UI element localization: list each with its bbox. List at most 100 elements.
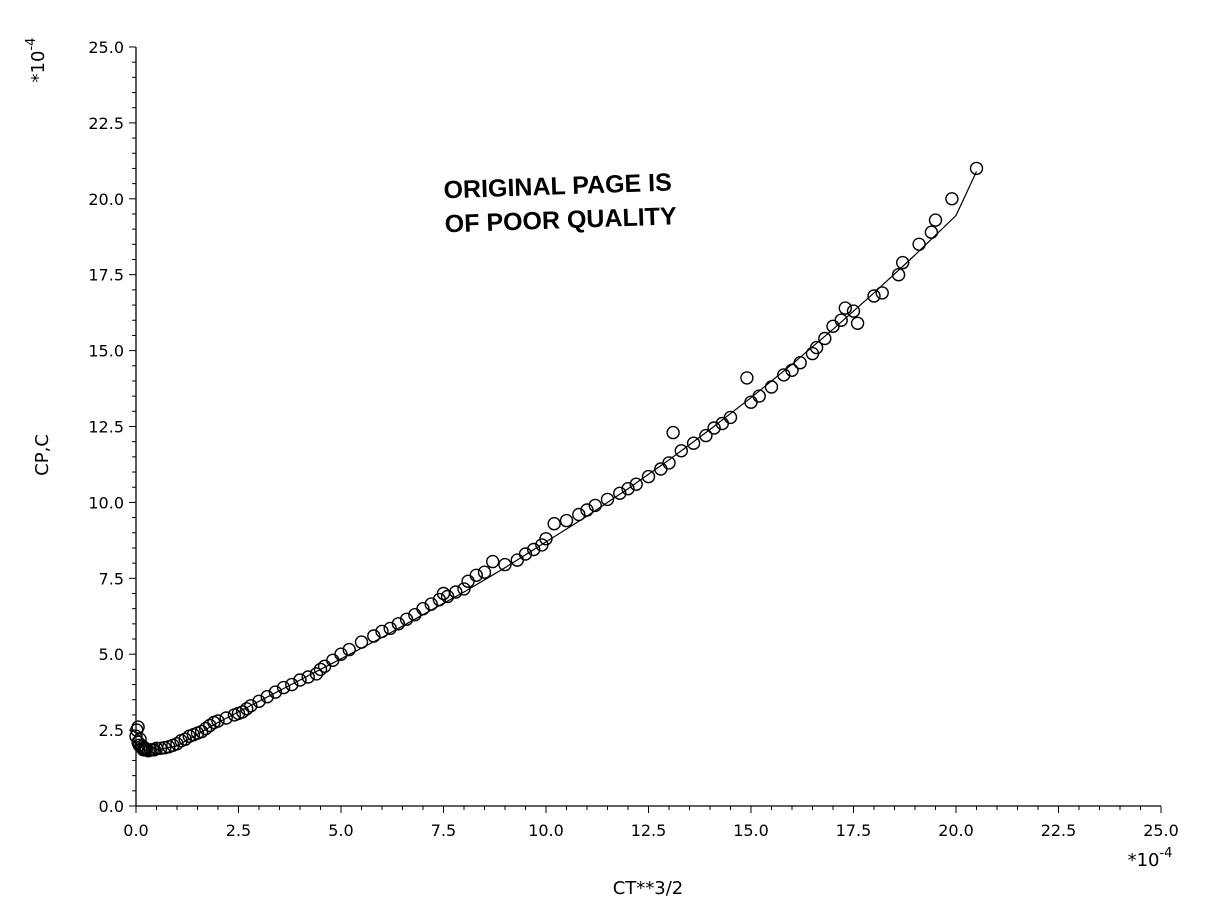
y-axis-title: CP,C: [32, 434, 53, 476]
data-point: [928, 213, 943, 227]
y-tick-label: 10.0: [88, 493, 124, 512]
data-point: [440, 589, 455, 604]
data-point: [399, 612, 414, 626]
y-tick-label: 25.0: [88, 38, 124, 57]
data-point: [153, 741, 168, 755]
data-point: [777, 368, 791, 382]
data-point: [613, 486, 627, 500]
data-point: [309, 667, 324, 681]
data-point: [699, 428, 713, 443]
y-tick-label: 5.0: [99, 645, 124, 664]
data-point: [301, 670, 315, 684]
y-tick-label: 22.5: [88, 114, 124, 133]
data-point: [912, 237, 926, 252]
x-axis-multiplier: *10-4: [1128, 846, 1173, 871]
data-point: [588, 498, 602, 513]
data-point: [547, 517, 561, 531]
data-point: [740, 371, 754, 385]
y-tick-label: 0.0: [99, 797, 124, 816]
data-point: [498, 557, 512, 572]
data-point: [793, 356, 807, 370]
data-point: [239, 702, 254, 716]
x-tick-label: 20.0: [938, 821, 974, 840]
fit-curve-layer: [135, 171, 978, 751]
data-point: [129, 729, 143, 743]
x-tick-label: 25.0: [1143, 821, 1179, 840]
axes: [135, 47, 1161, 807]
x-axis-title: CT**3/2: [613, 878, 684, 899]
data-point: [375, 624, 389, 639]
data-point: [572, 507, 586, 522]
y-tick-label: 2.5: [99, 721, 124, 740]
data-point: [416, 602, 430, 616]
data-point: [764, 380, 779, 394]
data-point: [686, 436, 701, 450]
y-tick-label: 12.5: [88, 418, 124, 437]
data-point: [293, 673, 307, 687]
data-point: [539, 532, 553, 546]
stamp-text: ORIGINAL PAGE IS OF POOR QUALITY: [443, 168, 677, 238]
data-point: [260, 690, 274, 704]
data-point: [178, 732, 192, 746]
y-tick-label: 20.0: [88, 190, 124, 209]
data-point: [838, 301, 852, 315]
data-point: [285, 677, 299, 692]
data-point: [147, 743, 162, 757]
data-point: [600, 492, 615, 507]
data-point: [834, 313, 848, 327]
data-point: [785, 363, 799, 377]
x-tick-label: 15.0: [733, 821, 769, 840]
data-point: [367, 629, 381, 643]
data-point: [477, 565, 492, 579]
data-point: [334, 647, 348, 661]
data-point: [457, 582, 471, 596]
data-point: [969, 161, 984, 176]
data-point: [203, 718, 217, 733]
data-point: [621, 482, 635, 496]
data-point: [559, 513, 574, 528]
data-point: [752, 389, 766, 403]
data-point: [818, 331, 832, 346]
x-tick-label: 2.5: [226, 821, 251, 840]
data-point: [891, 268, 906, 282]
x-tick-label: 7.5: [431, 821, 456, 840]
data-point: [580, 503, 594, 517]
data-point: [846, 304, 861, 318]
x-tick-label: 12.5: [631, 821, 667, 840]
data-point: [662, 456, 676, 470]
x-tick-label: 5.0: [328, 821, 353, 840]
y-axis-multiplier: *10-4: [24, 38, 49, 83]
data-point: [342, 642, 356, 657]
data-point: [896, 255, 910, 270]
data-point: [629, 477, 643, 491]
x-tick-label: 10.0: [528, 821, 564, 840]
y-tick-label: 7.5: [99, 569, 124, 588]
data-point: [945, 192, 959, 206]
data-point: [391, 617, 406, 631]
data-point: [707, 421, 721, 435]
data-point: [641, 469, 656, 484]
y-tick-label: 15.0: [88, 342, 124, 361]
data-point: [809, 340, 824, 355]
data-point: [268, 685, 283, 699]
data-point: [244, 699, 258, 713]
data-point: [469, 568, 483, 582]
data-point: [170, 737, 184, 751]
x-axis-ticks: 0.0 2.5 5.0 7.5 10.0 12.5 15.0 17.5 20.0 22.5 25.0: [123, 806, 1179, 840]
data-point: [674, 444, 688, 458]
data-point: [219, 711, 233, 725]
data-point: [850, 316, 865, 330]
data-point: [518, 547, 533, 561]
data-point: [666, 425, 680, 440]
data-point: [449, 585, 463, 599]
stamp-line-2: OF POOR QUALITY: [444, 202, 677, 238]
data-point: [313, 662, 328, 677]
data-point: [867, 289, 881, 303]
data-point: [486, 554, 500, 569]
data-point: [924, 225, 939, 239]
data-point: [424, 597, 438, 611]
y-axis-ticks: 0.0 2.5 5.0 7.5 10.0 12.5 15.0 17.5 20.0 22.5 25.0: [88, 38, 136, 816]
data-points-layer: [129, 161, 984, 758]
data-point: [276, 680, 291, 695]
